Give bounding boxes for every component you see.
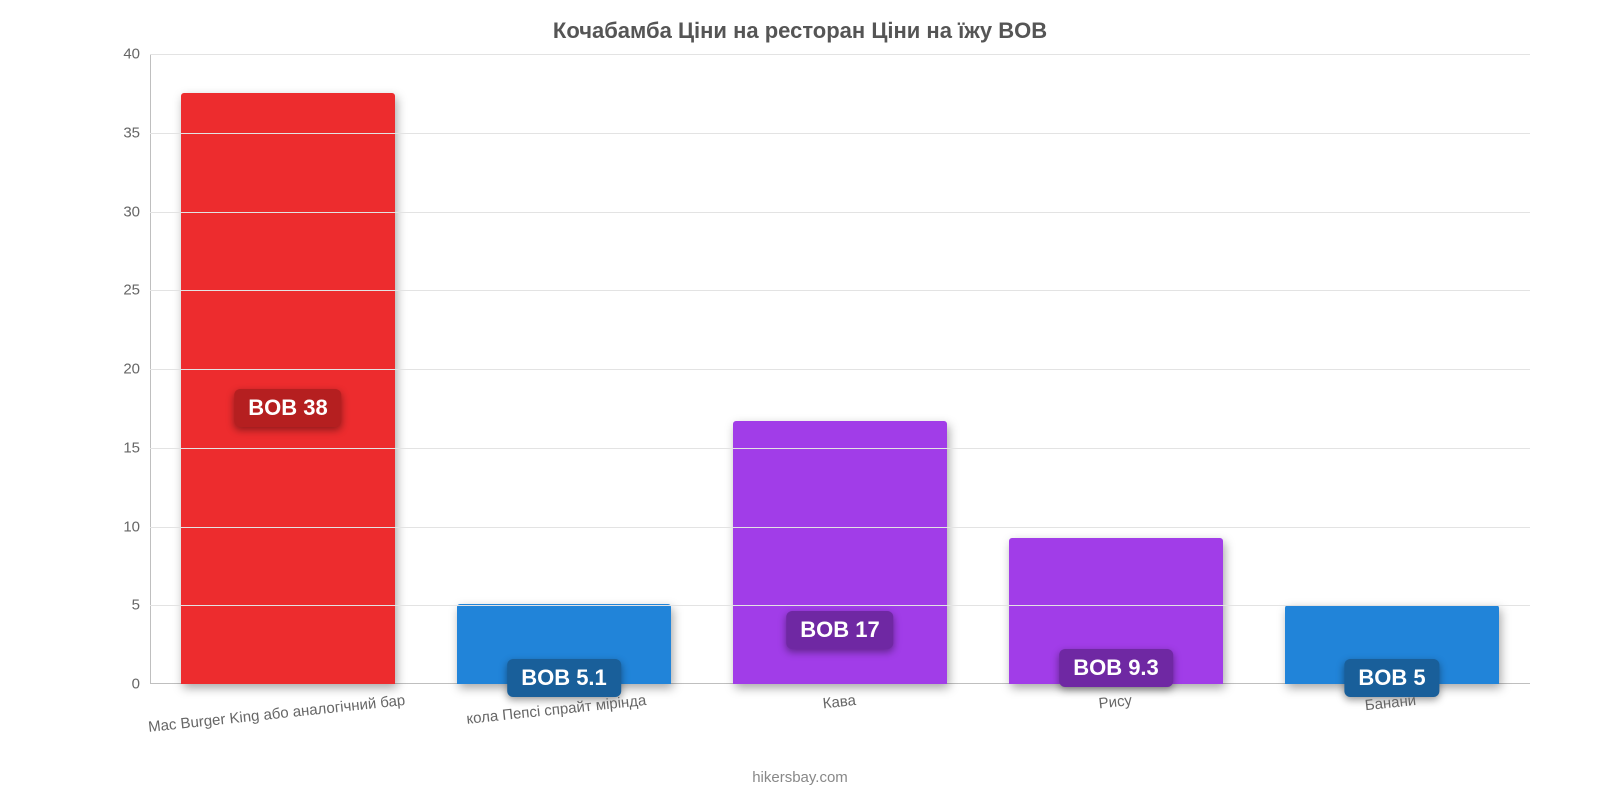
- value-badge: BOB 17: [786, 611, 893, 649]
- y-tick-label: 30: [100, 203, 140, 220]
- value-badge: BOB 5: [1344, 659, 1439, 697]
- y-tick-label: 25: [100, 282, 140, 299]
- grid-line: [150, 605, 1530, 606]
- grid-line: [150, 527, 1530, 528]
- y-tick-label: 5: [100, 597, 140, 614]
- y-tick-label: 40: [100, 46, 140, 63]
- bar: BOB 9.3: [1009, 538, 1223, 684]
- chart-container: Кочабамба Ціни на ресторан Ціни на їжу B…: [0, 0, 1600, 800]
- value-badge: BOB 38: [234, 389, 341, 427]
- y-tick-label: 10: [100, 518, 140, 535]
- y-tick-label: 0: [100, 676, 140, 693]
- bar: BOB 17: [733, 421, 947, 684]
- grid-line: [150, 212, 1530, 213]
- grid-line: [150, 290, 1530, 291]
- y-tick-label: 20: [100, 361, 140, 378]
- y-tick-label: 35: [100, 124, 140, 141]
- chart-title: Кочабамба Ціни на ресторан Ціни на їжу B…: [40, 18, 1560, 44]
- grid-line: [150, 448, 1530, 449]
- chart-footer: hikersbay.com: [0, 769, 1600, 786]
- value-badge: BOB 5.1: [507, 659, 621, 697]
- value-badge: BOB 9.3: [1059, 649, 1173, 687]
- y-tick-label: 15: [100, 439, 140, 456]
- grid-line: [150, 133, 1530, 134]
- x-tick-label: Mac Burger King або аналогічний бар: [147, 692, 406, 736]
- x-tick-label: кола Пепсі спрайт мірінда: [466, 692, 647, 728]
- bar: BOB 5.1: [457, 604, 671, 684]
- bar: BOB 5: [1285, 605, 1499, 684]
- x-tick-label: Кава: [822, 692, 857, 712]
- grid-line: [150, 54, 1530, 55]
- x-tick-label: Рису: [1098, 692, 1133, 712]
- bar: BOB 38: [181, 93, 395, 684]
- grid-line: [150, 369, 1530, 370]
- plot-area: BOB 38BOB 5.1BOB 17BOB 9.3BOB 5 05101520…: [150, 54, 1530, 684]
